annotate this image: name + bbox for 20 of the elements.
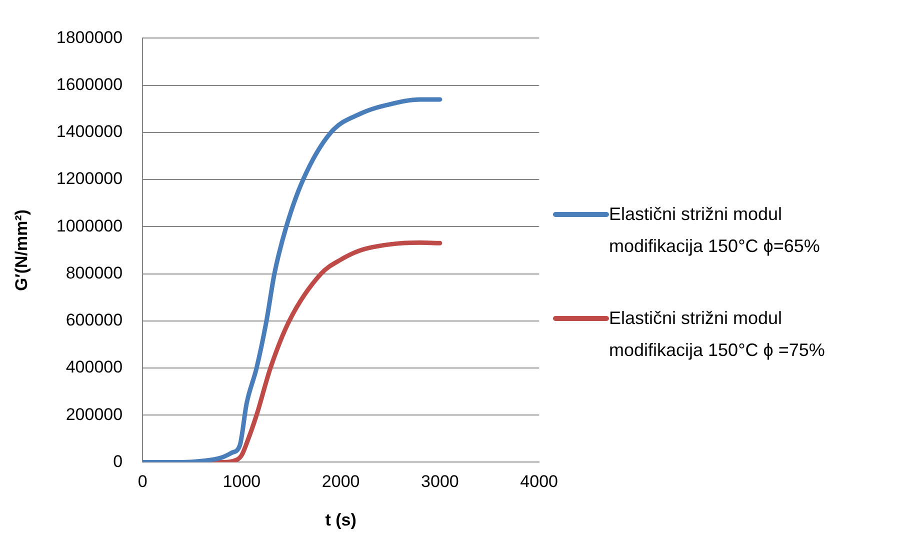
y-tick-label: 800000	[66, 263, 123, 282]
y-tick-label: 0	[113, 452, 123, 471]
x-axis-title: t (s)	[325, 510, 356, 530]
y-tick-label: 1000000	[56, 216, 123, 236]
legend-label: Elastični strižni modul modifikacija 150°C ϕ =75%	[609, 307, 826, 362]
y-tick-label: 200000	[66, 404, 123, 424]
y-tick-label: 400000	[66, 358, 123, 377]
legend-label: Elastični strižni modul modifikacija 150°C ϕ=65%	[609, 203, 821, 258]
y-tick-label: 1200000	[56, 169, 123, 188]
line-series	[142, 97, 442, 462]
y-tick-label: 1600000	[56, 75, 123, 94]
y-tick-label: 600000	[66, 310, 123, 330]
x-tick-label: 1000	[222, 472, 261, 492]
y-tick-label: 1800000	[56, 28, 123, 47]
y-tick-label: 1400000	[56, 122, 123, 142]
x-tick-label: 3000	[421, 472, 459, 492]
x-tick-label: 0	[138, 472, 148, 492]
x-tick-label: 4000	[520, 472, 558, 492]
y-axis-title: G′(N/mm²)	[12, 209, 31, 291]
x-tick-label: 2000	[322, 472, 360, 492]
